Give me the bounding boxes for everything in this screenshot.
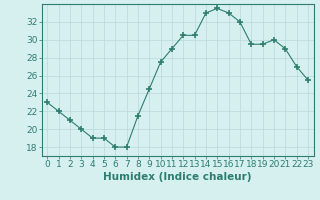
X-axis label: Humidex (Indice chaleur): Humidex (Indice chaleur) <box>103 172 252 182</box>
